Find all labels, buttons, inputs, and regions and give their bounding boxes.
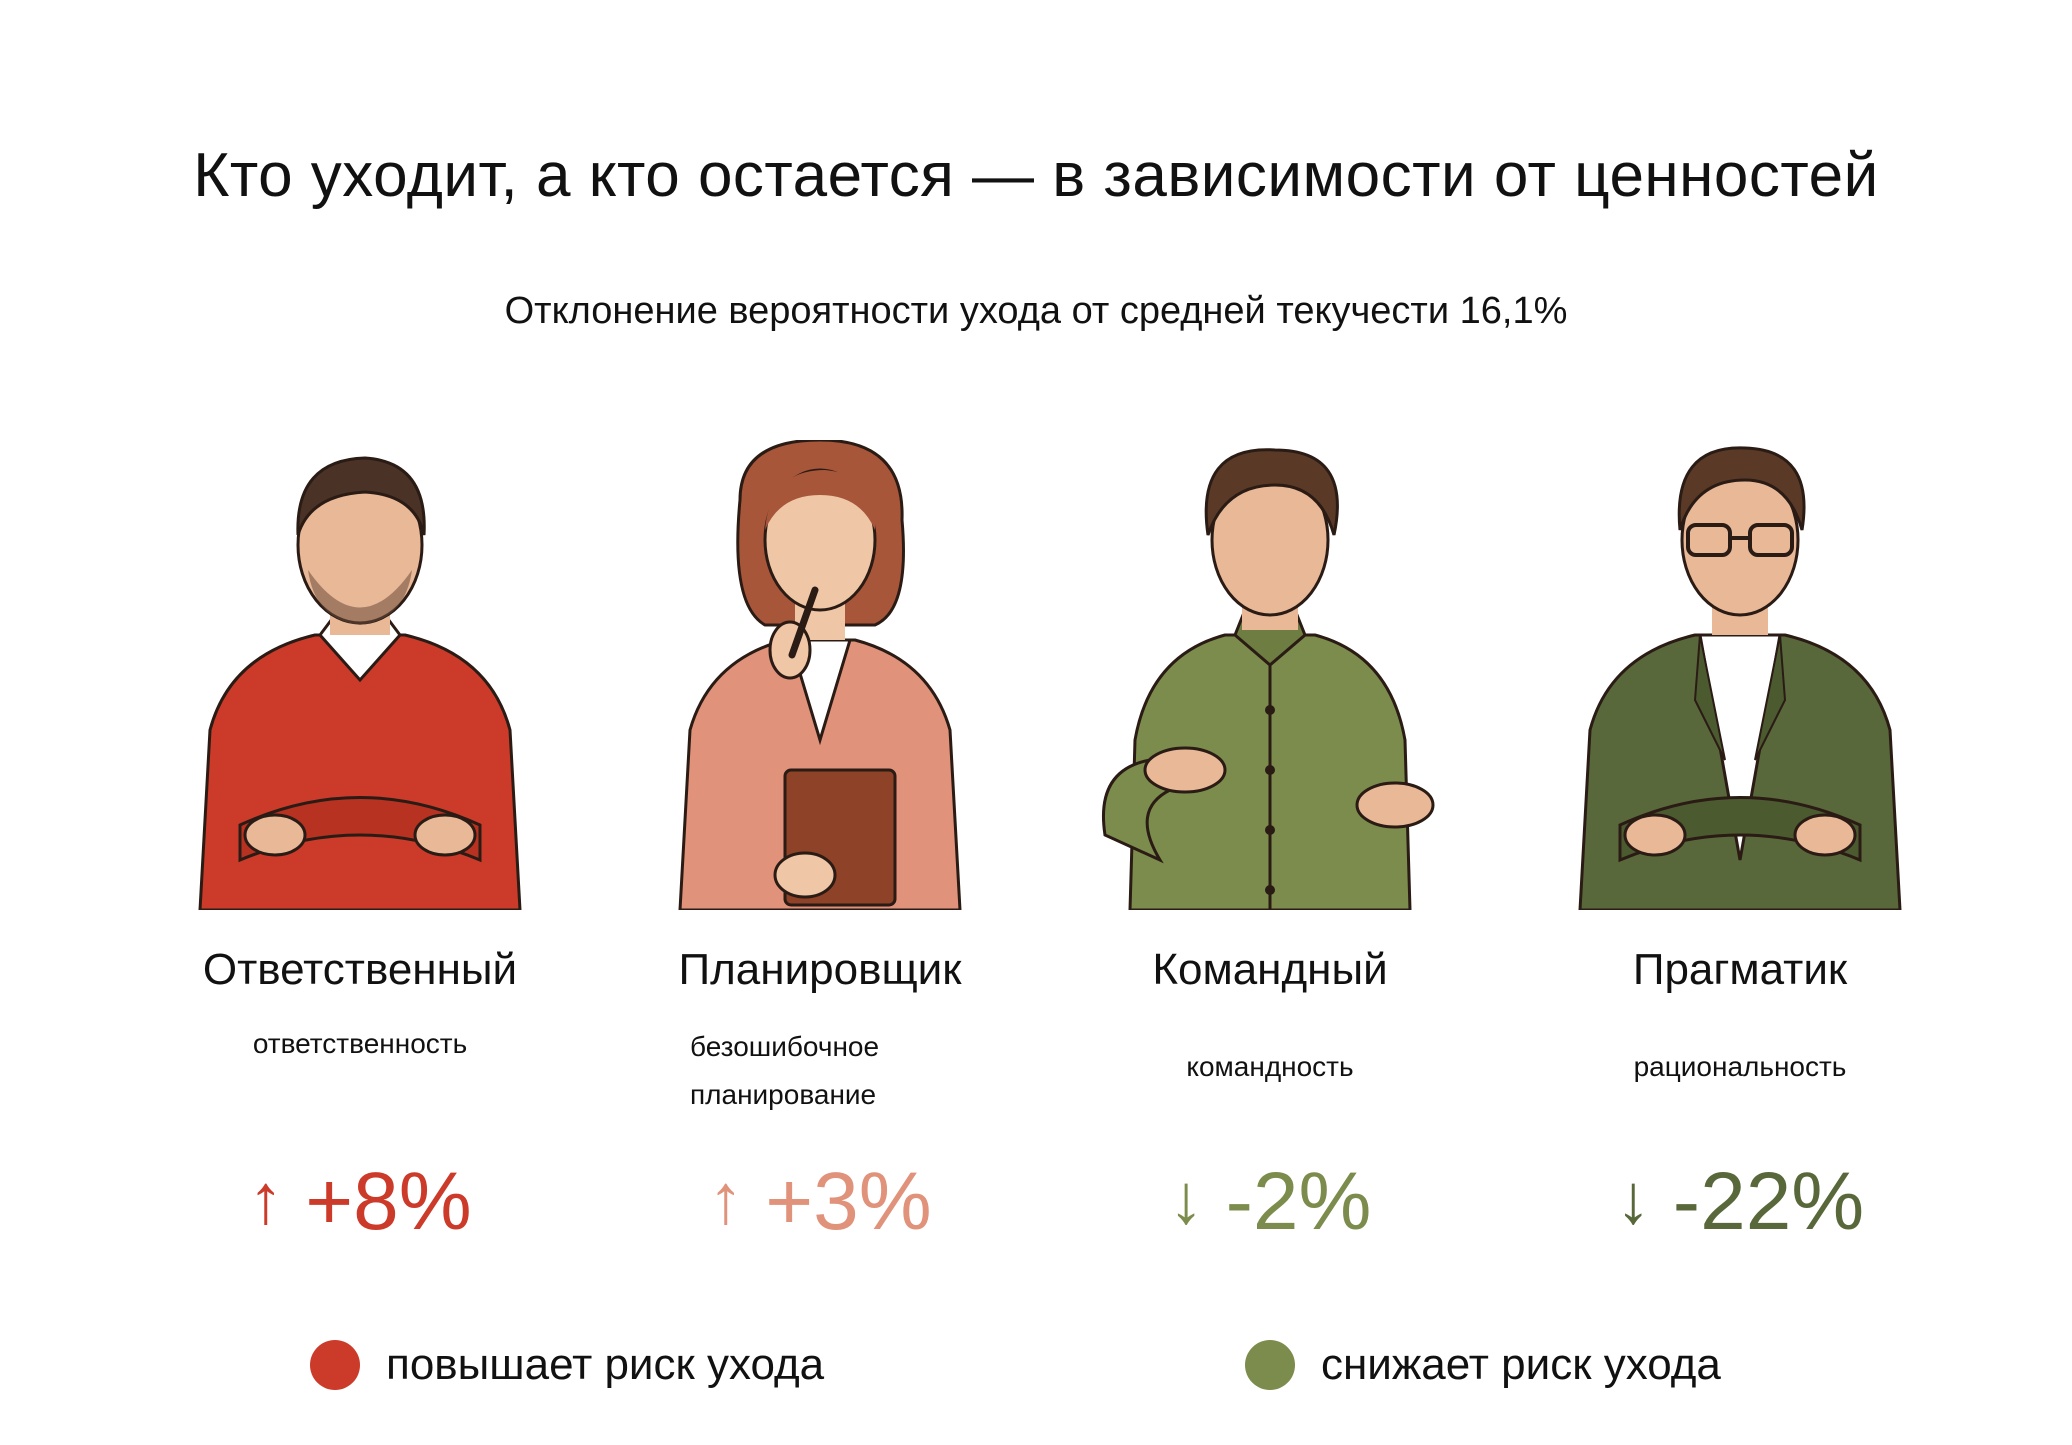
page-title: Кто уходит, а кто остается — в зависимос… [193,141,1879,210]
arrow-up-icon: ↑ [248,1160,284,1238]
legend-lowers-risk: снижает риск ухода [1245,1340,1721,1390]
persona-trait: безошибочное планирование [690,1031,880,1110]
persona-trait: командность [1186,1051,1354,1082]
persona-name: Планировщик [678,945,962,994]
persona-delta: ↑ +3% [600,1155,1040,1249]
red-dot-icon [310,1340,360,1390]
arrow-up-icon: ↑ [708,1160,744,1238]
woman-with-pen-and-notebook-icon [678,440,962,910]
man-red-sweater-icon [198,456,522,910]
green-dot-icon [1245,1340,1295,1390]
legend-label: повышает риск ухода [386,1340,825,1389]
delta-value: +8% [305,1156,472,1247]
persona-name: Ответственный [202,945,518,994]
persona-trait: рациональность [1633,1051,1847,1082]
arrow-down-icon: ↓ [1168,1160,1204,1238]
persona-name: Командный [1152,945,1388,994]
arrow-down-icon: ↓ [1615,1160,1651,1238]
delta-value: +3% [765,1156,932,1247]
delta-value: -22% [1672,1156,1865,1247]
persona-name: Прагматик [1632,945,1848,994]
persona-delta: ↑ +8% [140,1155,580,1249]
persona-delta: ↓ -22% [1520,1155,1960,1249]
legend-label: снижает риск ухода [1321,1340,1721,1389]
delta-value: -2% [1225,1156,1372,1247]
page-subtitle: Отклонение вероятности ухода от средней … [504,290,1568,332]
man-green-shirt-gesturing-icon [1102,448,1435,910]
persona-trait: ответственность [252,1028,468,1059]
man-with-glasses-blazer-icon [1578,446,1902,910]
legend-raises-risk: повышает риск ухода [310,1340,824,1390]
persona-delta: ↓ -2% [1050,1155,1490,1249]
